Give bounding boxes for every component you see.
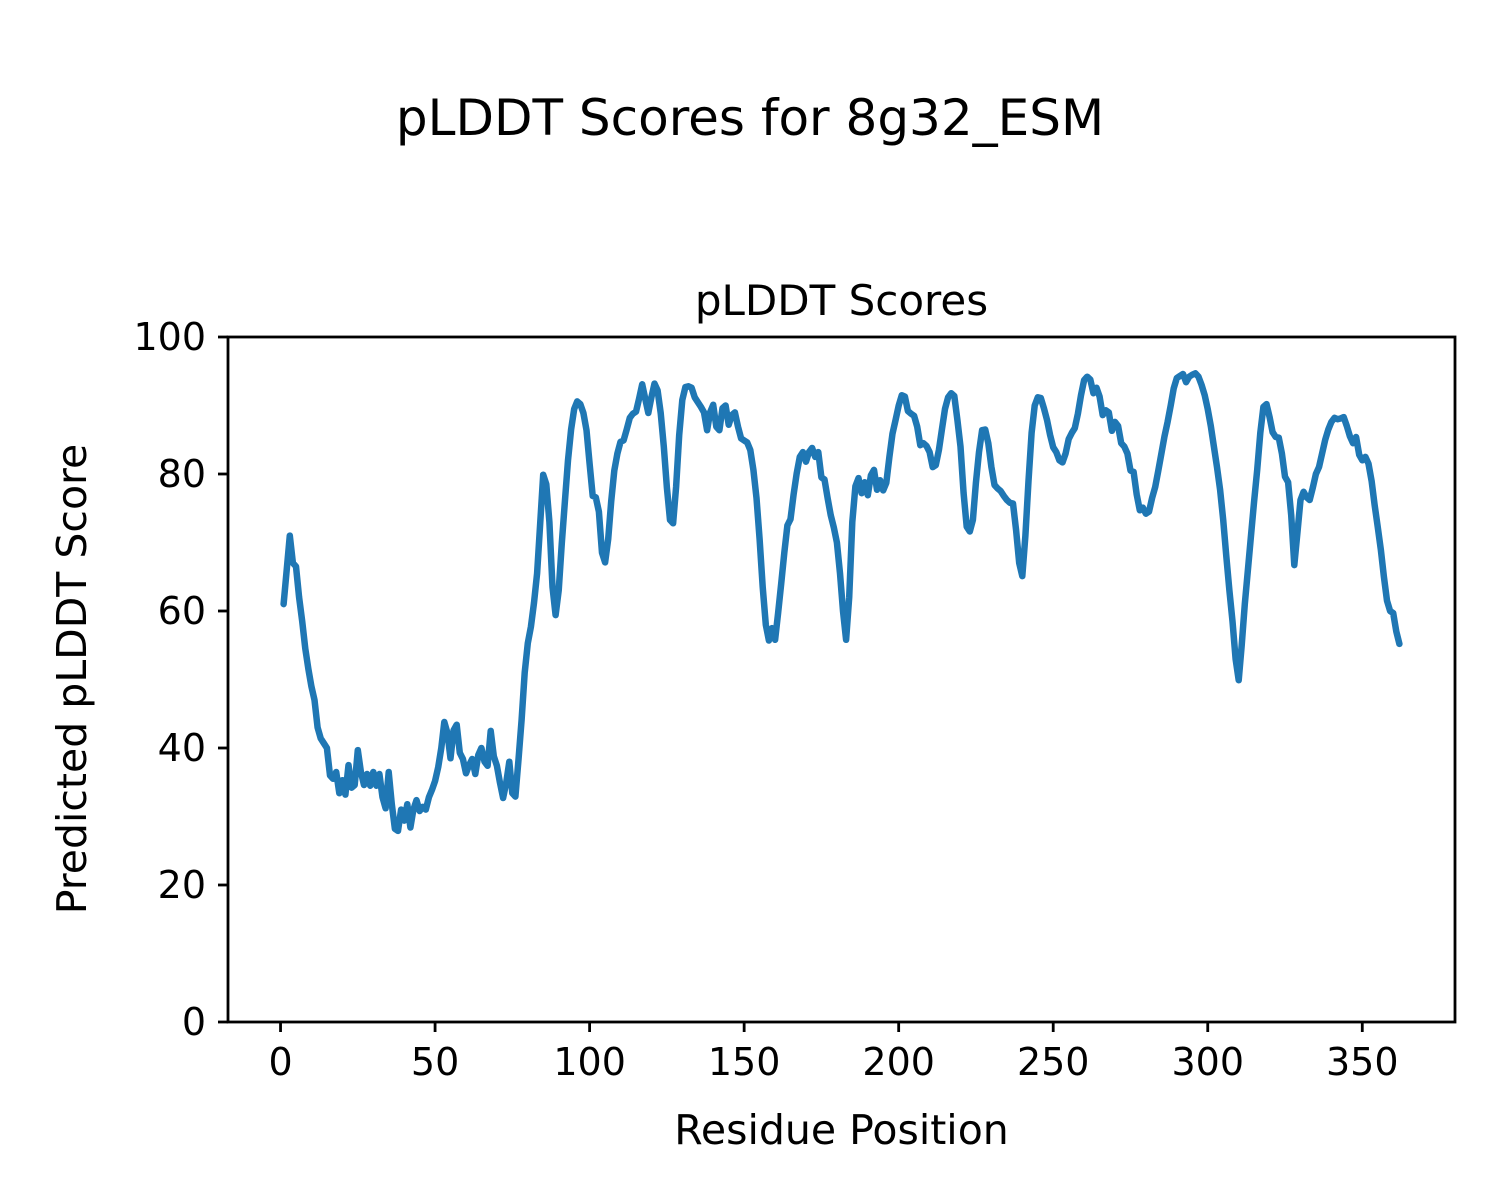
- y-tick-label: 80: [158, 452, 206, 496]
- y-tick-label: 100: [133, 315, 206, 359]
- axes-title: pLDDT Scores: [694, 276, 989, 325]
- x-tick-label: 100: [553, 1040, 626, 1084]
- x-tick-label: 150: [708, 1040, 781, 1084]
- x-axis-label: Residue Position: [674, 1106, 1009, 1154]
- y-tick-label: 0: [182, 1000, 206, 1044]
- y-tick-label: 60: [158, 589, 206, 633]
- x-tick-label: 350: [1326, 1040, 1399, 1084]
- plddt-line-series: [280, 370, 1403, 835]
- axes-frame: [226, 335, 1457, 1024]
- y-tick-label: 20: [158, 863, 206, 907]
- x-tick-label: 0: [268, 1040, 292, 1084]
- y-tick-label: 40: [158, 726, 206, 770]
- x-tick-label: 200: [862, 1040, 935, 1084]
- figure-title: pLDDT Scores for 8g32_ESM: [395, 89, 1105, 147]
- x-tick-label: 250: [1017, 1040, 1090, 1084]
- x-tick-label: 50: [411, 1040, 459, 1084]
- x-tick-label: 300: [1171, 1040, 1244, 1084]
